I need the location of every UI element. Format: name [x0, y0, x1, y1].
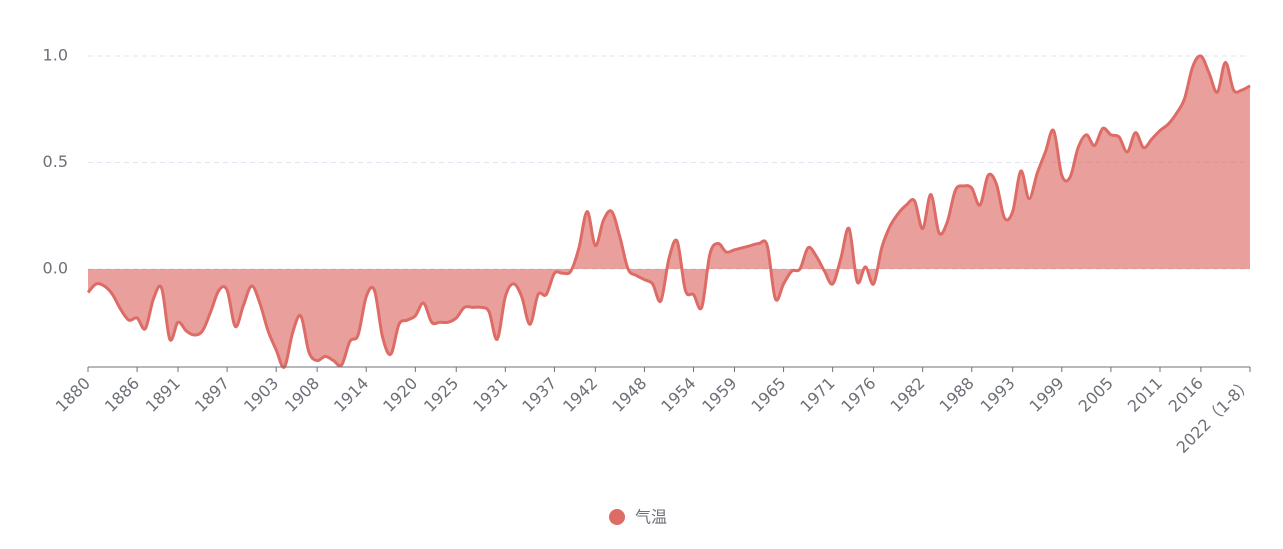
x-tick-label: 1971	[796, 374, 838, 416]
x-tick-label: 2005	[1075, 374, 1117, 416]
x-tick-label: 1891	[142, 374, 184, 416]
x-tick-label: 2016	[1165, 374, 1207, 416]
x-tick-label: 1920	[379, 374, 421, 416]
x-tick-label: 1908	[281, 374, 323, 416]
x-tick-label: 1925	[420, 374, 462, 416]
x-tick-label: 1937	[518, 374, 560, 416]
x-tick-label: 1999	[1026, 374, 1068, 416]
x-tick-label: 1959	[698, 374, 740, 416]
area	[88, 55, 1250, 368]
x-tick-label: 1880	[52, 374, 94, 416]
x-tick-label: 1976	[837, 374, 879, 416]
x-tick-label: 1914	[330, 374, 372, 416]
x-tick-label: 1954	[657, 374, 699, 416]
x-tick-label: 1931	[469, 374, 511, 416]
x-tick-label: 1982	[886, 374, 928, 416]
y-tick-label: 0.0	[43, 259, 68, 278]
x-tick-label: 2011	[1124, 374, 1166, 416]
x-tick-label: 1988	[936, 374, 978, 416]
x-tick-label: 1903	[240, 374, 282, 416]
legend-label: 气温	[635, 508, 667, 527]
line	[86, 54, 1251, 369]
x-tick-label: 1965	[747, 374, 789, 416]
x-tick-label: 1948	[608, 374, 650, 416]
x-tick-label: 1942	[559, 374, 601, 416]
x-tick-label: 1886	[101, 374, 143, 416]
y-tick-label: 1.0	[43, 46, 68, 65]
x-tick-label: 1993	[976, 374, 1018, 416]
y-tick-label: 0.5	[43, 152, 68, 171]
legend-marker	[609, 509, 625, 525]
x-tick-label: 1897	[191, 374, 233, 416]
